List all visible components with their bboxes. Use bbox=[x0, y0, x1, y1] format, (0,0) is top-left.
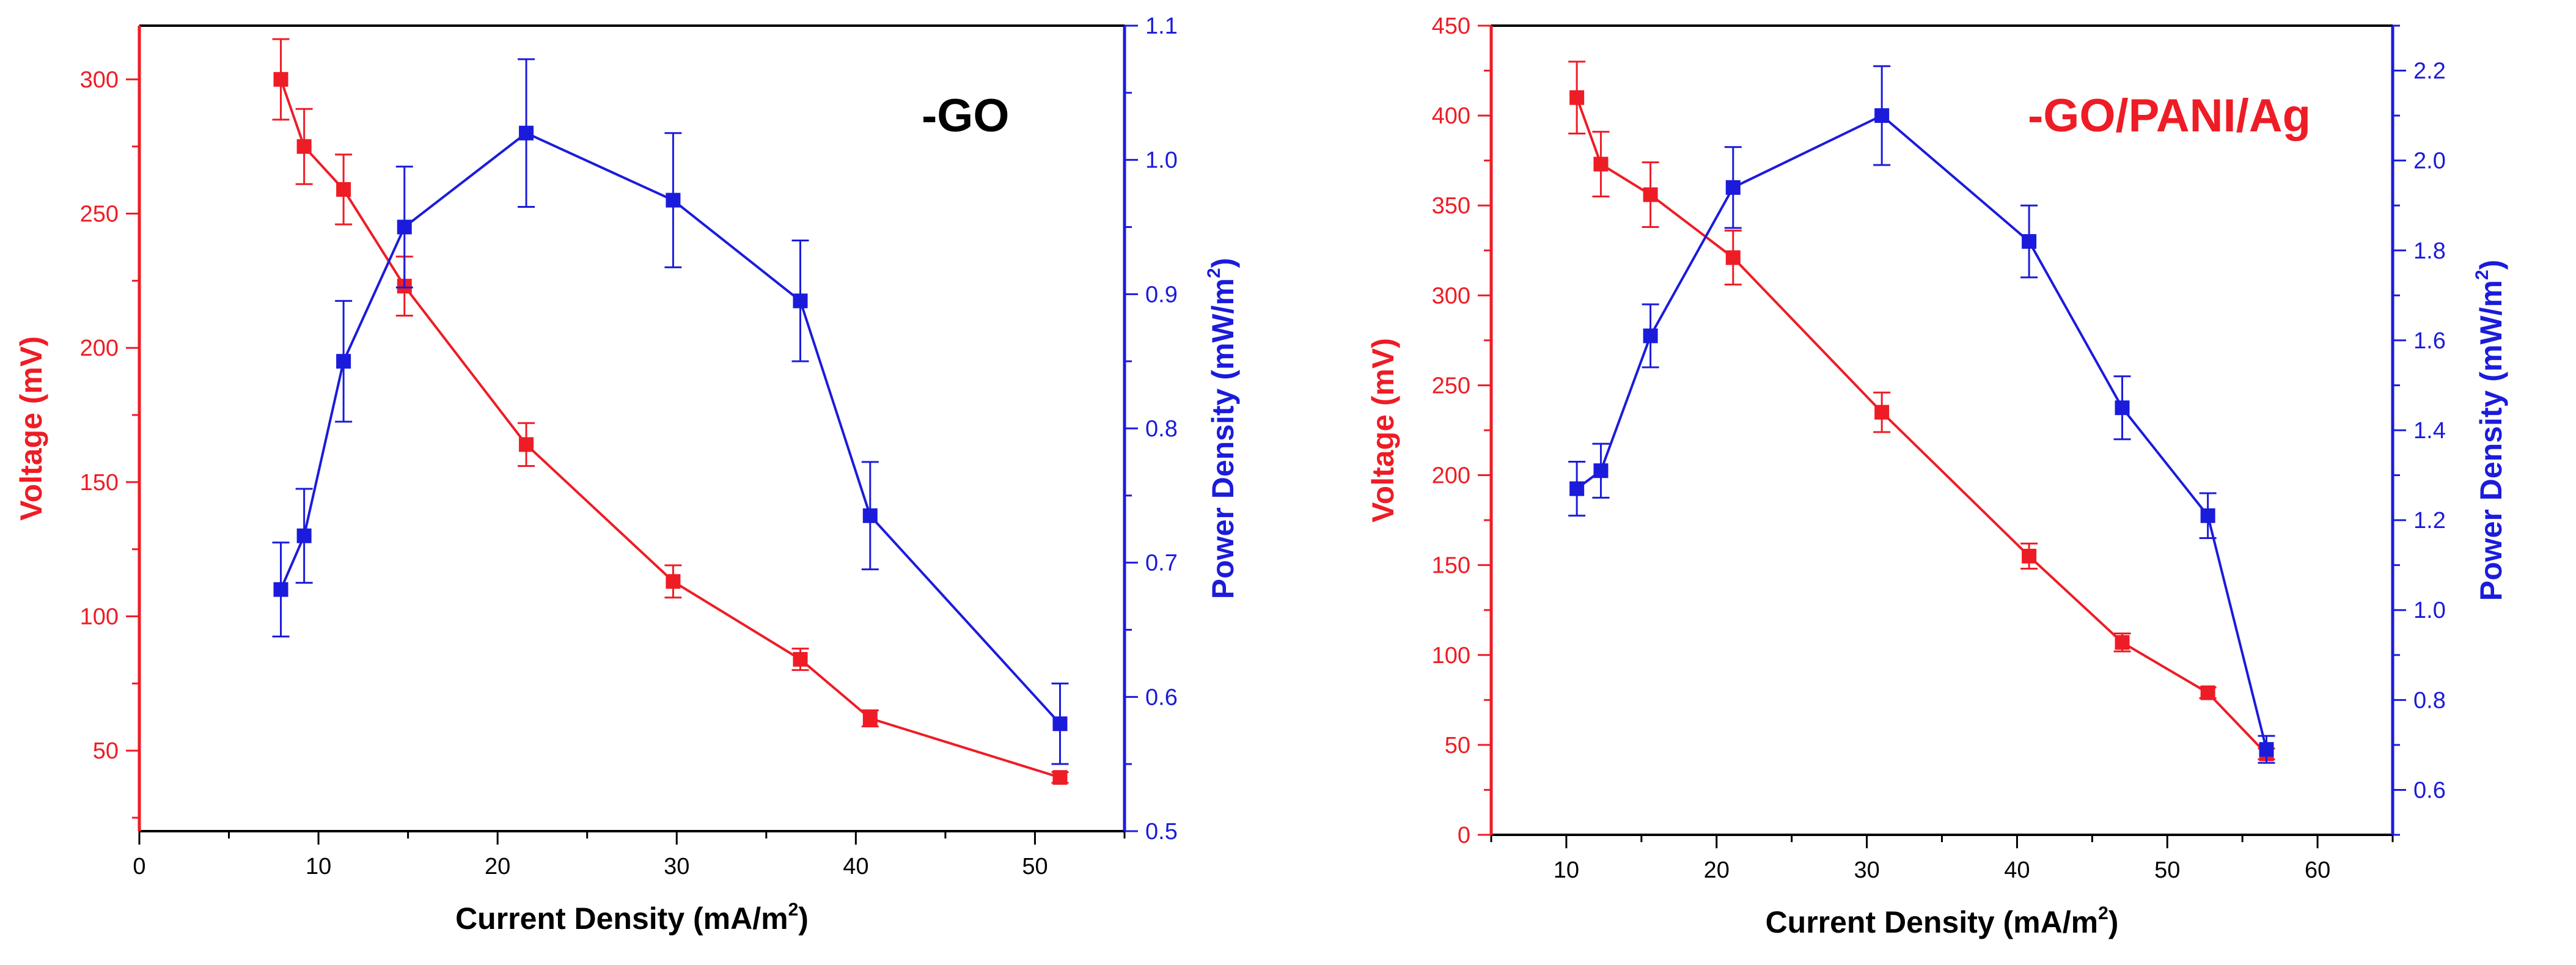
data-point bbox=[336, 182, 351, 197]
series-voltage bbox=[1568, 61, 2275, 761]
data-point bbox=[519, 437, 534, 452]
left-tick-label: 350 bbox=[1432, 193, 1470, 219]
x-tick-label: 40 bbox=[2004, 857, 2030, 883]
data-point bbox=[296, 139, 312, 154]
data-point bbox=[2022, 548, 2037, 563]
data-point bbox=[862, 711, 878, 726]
left-tick-label: 200 bbox=[80, 336, 119, 361]
left-tick-label: 50 bbox=[93, 738, 119, 764]
right-tick-label: 0.8 bbox=[1145, 416, 1178, 442]
data-point bbox=[273, 72, 288, 87]
x-tick-label: 0 bbox=[133, 854, 145, 879]
series-power-density bbox=[1568, 65, 2275, 764]
data-point bbox=[793, 293, 808, 309]
left-tick-label: 300 bbox=[1432, 283, 1470, 309]
right-y-axis-label: Power Density (mW/m2) bbox=[2472, 260, 2508, 601]
data-point bbox=[2259, 742, 2274, 757]
x-tick-label: 10 bbox=[1554, 857, 1579, 883]
right-tick-label: 1.6 bbox=[2413, 328, 2446, 354]
left-tick-label: 450 bbox=[1432, 13, 1470, 39]
series-line bbox=[1576, 97, 2267, 755]
left-tick-label: 100 bbox=[1432, 643, 1470, 669]
data-point bbox=[862, 508, 878, 523]
data-point bbox=[1593, 463, 1609, 479]
data-point bbox=[793, 651, 808, 667]
left-tick-label: 50 bbox=[1445, 733, 1470, 758]
right-tick-label: 1.4 bbox=[2413, 418, 2446, 444]
right-tick-label: 0.6 bbox=[1145, 684, 1178, 710]
data-point bbox=[2200, 685, 2215, 700]
series-line bbox=[279, 79, 1061, 779]
data-point bbox=[1569, 90, 1585, 105]
data-point bbox=[336, 354, 351, 369]
data-point bbox=[2022, 234, 2037, 249]
data-point bbox=[666, 574, 681, 589]
series-power-density bbox=[272, 58, 1069, 765]
x-tick-label: 40 bbox=[843, 854, 868, 879]
x-tick-label: 20 bbox=[1704, 857, 1730, 883]
data-point bbox=[2115, 635, 2130, 650]
left-tick-label: 200 bbox=[1432, 463, 1470, 489]
left-tick-label: 0 bbox=[1458, 823, 1470, 848]
right-tick-label: 2.0 bbox=[2413, 149, 2446, 174]
right-tick-label: 0.8 bbox=[2413, 688, 2446, 713]
right-tick-label: 1.2 bbox=[2413, 508, 2446, 534]
data-point bbox=[519, 125, 534, 141]
series-line bbox=[1576, 114, 2268, 750]
left-tick-label: 100 bbox=[80, 604, 119, 630]
data-point bbox=[273, 582, 288, 597]
right-tick-label: 0.6 bbox=[2413, 777, 2446, 803]
data-point bbox=[1052, 716, 1068, 732]
chart-1: 0 10 20 30 40 50 50 100 150 200 250 300 0.5 0.6 0.7 0.8… bbox=[14, 13, 1240, 936]
right-y-axis-label: Power Density (mW/m2) bbox=[1204, 258, 1240, 599]
left-y-axis-label: Voltage (mV) bbox=[14, 336, 48, 521]
right-tick-label: 0.9 bbox=[1145, 282, 1178, 307]
data-point bbox=[1874, 108, 1890, 123]
x-axis-label: Current Density (mA/m2) bbox=[1766, 903, 2119, 939]
data-point bbox=[1643, 187, 1658, 202]
data-point bbox=[1874, 405, 1890, 420]
data-point bbox=[296, 528, 312, 543]
data-point bbox=[1725, 180, 1741, 195]
data-point bbox=[2115, 400, 2130, 416]
right-tick-label: 2.2 bbox=[2413, 59, 2446, 84]
x-tick-label: 10 bbox=[306, 854, 331, 879]
left-tick-label: 400 bbox=[1432, 103, 1470, 129]
right-tick-label: 1.8 bbox=[2413, 238, 2446, 264]
data-point bbox=[1725, 250, 1741, 265]
x-axis-label: Current Density (mA/m2) bbox=[455, 900, 809, 936]
data-point bbox=[397, 219, 412, 235]
right-tick-label: 1.0 bbox=[2413, 598, 2446, 623]
data-point bbox=[2200, 508, 2215, 523]
x-tick-label: 30 bbox=[664, 854, 689, 879]
left-tick-label: 150 bbox=[1432, 553, 1470, 579]
data-point bbox=[1593, 156, 1609, 172]
data-point bbox=[1052, 770, 1068, 785]
right-tick-label: 0.5 bbox=[1145, 819, 1178, 845]
x-tick-label: 60 bbox=[2305, 857, 2330, 883]
data-point bbox=[666, 193, 681, 208]
right-tick-label: 0.7 bbox=[1145, 551, 1178, 576]
right-tick-label: 1.1 bbox=[1145, 13, 1178, 39]
panel-title: -GO bbox=[922, 90, 1010, 142]
left-tick-label: 300 bbox=[80, 67, 119, 93]
right-tick-label: 1.0 bbox=[1145, 148, 1178, 174]
chart-2: 10 20 30 40 50 60 0 50 100 150 200 250 300 350 400 450 0… bbox=[1366, 13, 2508, 939]
x-tick-label: 20 bbox=[485, 854, 510, 879]
data-point bbox=[1569, 481, 1585, 496]
series-voltage bbox=[272, 38, 1069, 785]
panel-title: -GO/PANI/Ag bbox=[2028, 90, 2311, 142]
data-point bbox=[1643, 328, 1658, 343]
left-tick-label: 150 bbox=[80, 470, 119, 496]
x-tick-label: 50 bbox=[2154, 857, 2180, 883]
left-tick-label: 250 bbox=[1432, 373, 1470, 398]
left-y-axis-label: Voltage (mV) bbox=[1366, 338, 1400, 523]
left-tick-label: 250 bbox=[80, 202, 119, 227]
x-tick-label: 50 bbox=[1022, 854, 1048, 879]
x-tick-label: 30 bbox=[1854, 857, 1879, 883]
